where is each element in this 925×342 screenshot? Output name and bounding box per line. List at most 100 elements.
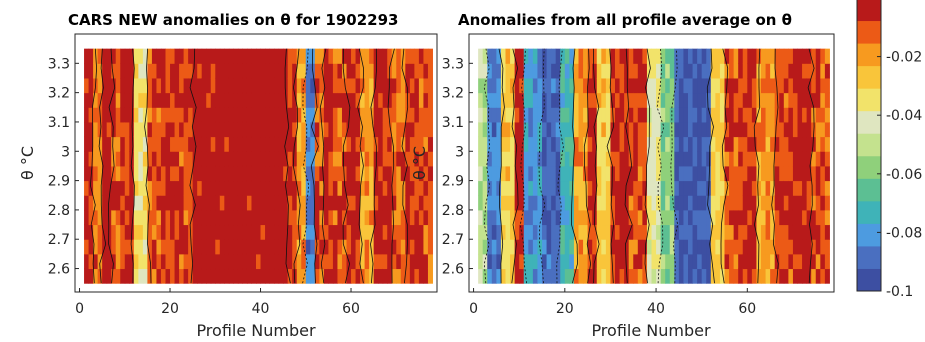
- heatmap-cell: [724, 224, 730, 240]
- heatmap-cell: [260, 121, 266, 138]
- heatmap-cell: [555, 48, 561, 64]
- heatmap-cell: [560, 209, 566, 226]
- heatmap-cell: [156, 63, 162, 79]
- heatmap-cell: [129, 195, 135, 211]
- heatmap-cell: [360, 224, 366, 240]
- heatmap-cell: [761, 121, 767, 138]
- heatmap-cell: [269, 165, 275, 182]
- heatmap-cell: [378, 209, 384, 226]
- heatmap-cell: [423, 63, 429, 79]
- heatmap-cell: [301, 107, 307, 123]
- heatmap-cell: [697, 180, 703, 196]
- heatmap-cell: [792, 195, 798, 211]
- heatmap-cell: [637, 195, 643, 211]
- heatmap-cell: [660, 48, 666, 64]
- heatmap-cell: [633, 195, 639, 211]
- heatmap-cell: [287, 48, 293, 64]
- heatmap-cell: [487, 107, 493, 123]
- heatmap-cell: [710, 195, 716, 211]
- heatmap-cell: [156, 253, 162, 270]
- heatmap-cell: [564, 151, 570, 167]
- heatmap-cell: [601, 268, 607, 284]
- heatmap-cell: [292, 77, 298, 94]
- heatmap-cell: [761, 151, 767, 167]
- heatmap-cell: [532, 239, 538, 255]
- heatmap-cell: [514, 107, 520, 123]
- heatmap-cell: [364, 239, 370, 255]
- heatmap-cell: [170, 121, 176, 138]
- heatmap-cell: [820, 209, 826, 226]
- heatmap-cell: [219, 239, 225, 255]
- heatmap-cell: [387, 239, 393, 255]
- heatmap-cell: [332, 107, 338, 123]
- colorbar-tick-label: -0.08: [886, 225, 922, 241]
- heatmap-cell: [578, 239, 584, 255]
- heatmap-cell: [219, 253, 225, 270]
- heatmap-cell: [697, 239, 703, 255]
- heatmap-cell: [319, 107, 325, 123]
- heatmap-cell: [283, 77, 289, 94]
- heatmap-cell: [274, 165, 280, 182]
- heatmap-cell: [715, 180, 721, 196]
- heatmap-cell: [706, 107, 712, 123]
- heatmap-cell: [719, 224, 725, 240]
- heatmap-cell: [683, 253, 689, 270]
- heatmap-cell: [537, 121, 543, 138]
- heatmap-cell: [733, 268, 739, 284]
- heatmap-cell: [724, 151, 730, 167]
- heatmap-cell: [93, 209, 99, 226]
- heatmap-cell: [256, 77, 262, 94]
- heatmap-cell: [628, 136, 634, 152]
- heatmap-cell: [351, 195, 357, 211]
- heatmap-cell: [674, 268, 680, 284]
- heatmap-cell: [514, 92, 520, 108]
- heatmap-cell: [510, 136, 516, 152]
- heatmap-cell: [201, 253, 207, 270]
- heatmap-cell: [802, 77, 808, 94]
- y-tick-label: 3: [455, 144, 464, 160]
- heatmap-cell: [332, 253, 338, 270]
- heatmap-cell: [115, 151, 121, 167]
- heatmap-cell: [369, 151, 375, 167]
- heatmap-cell: [669, 180, 675, 196]
- heatmap-cell: [683, 180, 689, 196]
- heatmap-cell: [323, 180, 329, 196]
- heatmap-cell: [120, 268, 126, 284]
- heatmap-cell: [802, 195, 808, 211]
- heatmap-cell: [106, 63, 112, 79]
- heatmap-cell: [811, 165, 817, 182]
- x-tick-label: 0: [469, 301, 478, 317]
- heatmap-cell: [400, 209, 406, 226]
- heatmap-cell: [106, 151, 112, 167]
- y-tick-label: 3.3: [442, 56, 464, 72]
- heatmap-cell: [747, 151, 753, 167]
- heatmap-cell: [688, 209, 694, 226]
- heatmap-cell: [427, 107, 433, 123]
- heatmap-cell: [678, 195, 684, 211]
- heatmap-cell: [97, 63, 103, 79]
- heatmap-cell: [788, 136, 794, 152]
- heatmap-cell: [519, 77, 525, 94]
- heatmap-cell: [505, 209, 511, 226]
- heatmap-cell: [405, 180, 411, 196]
- heatmap-cell: [170, 136, 176, 152]
- heatmap-cell: [815, 180, 821, 196]
- heatmap-cell: [619, 253, 625, 270]
- heatmap-cell: [106, 253, 112, 270]
- heatmap-cell: [93, 92, 99, 108]
- heatmap-cell: [310, 209, 316, 226]
- heatmap-cell: [637, 268, 643, 284]
- heatmap-cell: [651, 224, 657, 240]
- heatmap-cell: [505, 121, 511, 138]
- heatmap-cell: [124, 151, 130, 167]
- heatmap-cell: [378, 136, 384, 152]
- heatmap-cell: [201, 209, 207, 226]
- heatmap-cell: [482, 224, 488, 240]
- heatmap-cell: [423, 121, 429, 138]
- heatmap-cell: [788, 209, 794, 226]
- heatmap-cell: [774, 151, 780, 167]
- heatmap-cell: [797, 253, 803, 270]
- heatmap-cell: [97, 48, 103, 64]
- heatmap-cell: [578, 209, 584, 226]
- heatmap-cell: [688, 107, 694, 123]
